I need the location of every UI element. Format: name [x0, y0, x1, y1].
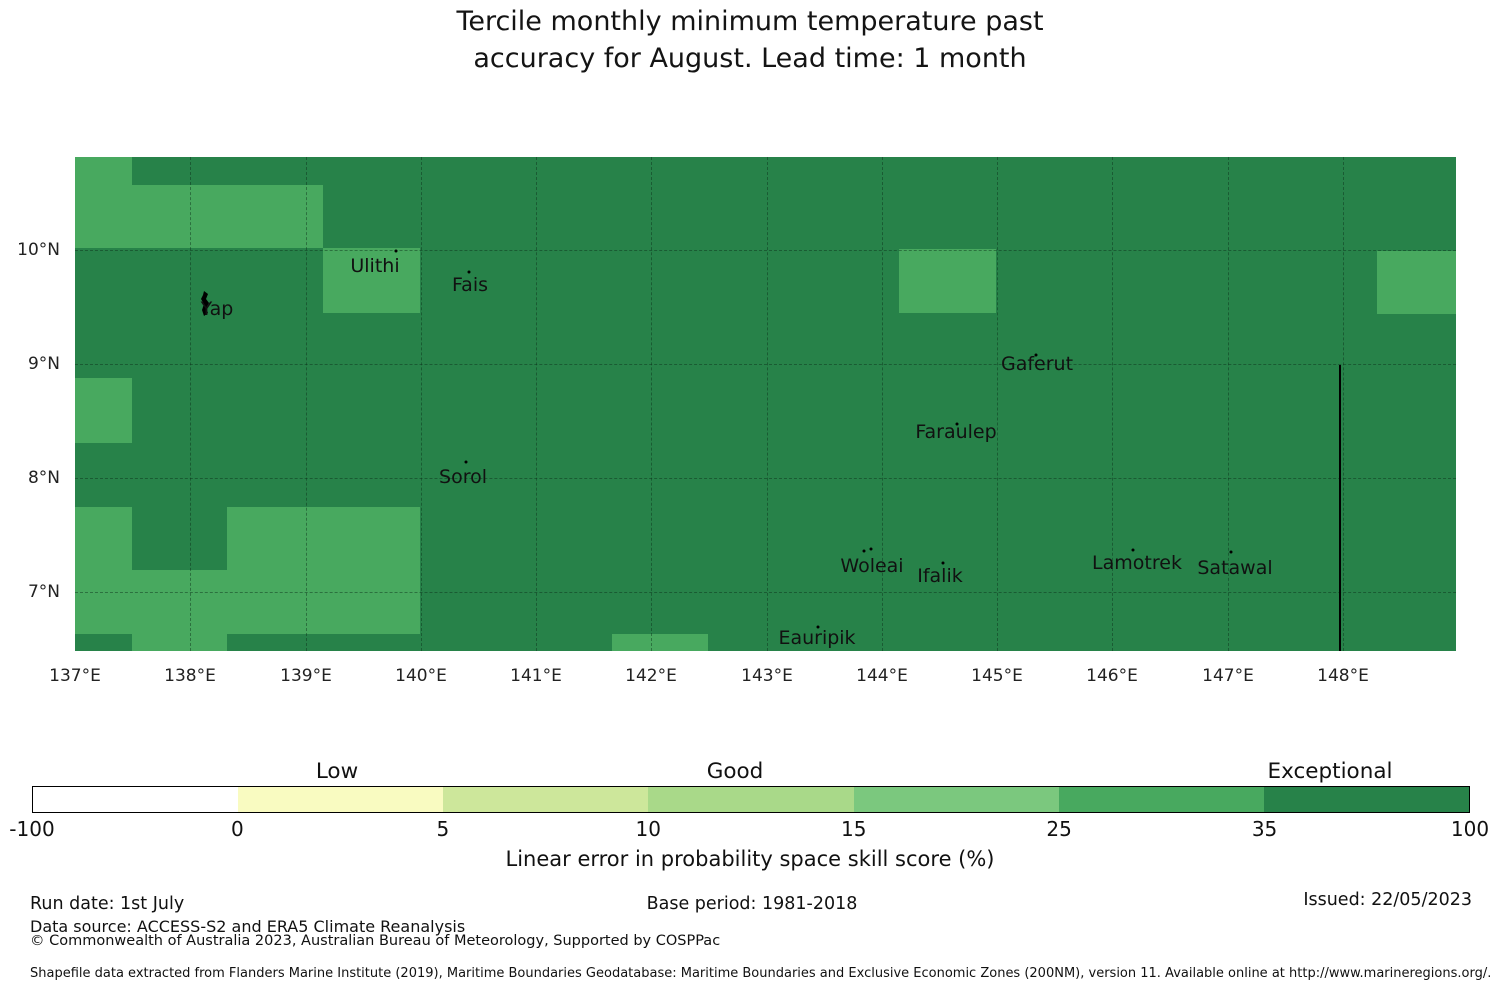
x-axis-tick-label: 138°E: [164, 666, 216, 686]
y-axis-tick-label: 7°N: [27, 582, 60, 602]
y-axis-tick-label: 8°N: [27, 468, 60, 488]
island-dot-sorol: [464, 460, 468, 464]
latitude-gridline: [75, 250, 1456, 251]
x-axis-tick-label: 140°E: [395, 666, 447, 686]
colorbar-category-label-good: Good: [706, 759, 764, 784]
map-cell-25-35: [227, 507, 420, 570]
shapefile-note-text: Shapefile data extracted from Flanders M…: [30, 966, 1492, 981]
colorbar-tick-label: 10: [635, 817, 662, 841]
island-label-gaferut: Gaferut: [1000, 353, 1074, 375]
map-cell-25-35: [612, 634, 708, 651]
data-source-text: Data source: ACCESS-S2 and ERA5 Climate …: [30, 917, 466, 936]
island-label-ulithi: Ulithi: [350, 255, 400, 277]
colorbar-segment-5to10: [443, 787, 649, 812]
eez-boundary-line: [1339, 365, 1341, 651]
x-axis-tick-label: 147°E: [1202, 666, 1254, 686]
longitude-gridline: [1343, 157, 1344, 651]
map-cell-25-35: [1377, 251, 1456, 314]
longitude-gridline: [997, 157, 998, 651]
colorbar-segment-0to5: [238, 787, 444, 812]
longitude-gridline: [421, 157, 422, 651]
colorbar-tick-label: -100: [9, 817, 55, 841]
colorbar-segment--100to0: [33, 787, 239, 812]
island-label-yap: Yap: [200, 298, 234, 320]
latitude-gridline: [75, 364, 1456, 365]
map-cell-25-35: [75, 378, 132, 443]
x-axis-tick-label: 143°E: [741, 666, 793, 686]
colorbar-category-label-low: Low: [315, 759, 359, 784]
map-cell-25-35: [132, 570, 420, 634]
island-label-faraulep: Faraulep: [915, 421, 997, 443]
x-axis-tick-label: 145°E: [971, 666, 1023, 686]
island-dot-fais: [467, 270, 471, 274]
longitude-gridline: [536, 157, 537, 651]
base-period-text: Base period: 1981-2018: [646, 894, 858, 914]
colorbar-tick-label: 5: [436, 817, 450, 841]
x-axis-tick-label: 144°E: [856, 666, 908, 686]
longitude-gridline: [1112, 157, 1113, 651]
island-label-ifalik: Ifalik: [917, 565, 963, 587]
colorbar-tick-label: 100: [1450, 817, 1490, 841]
colorbar-category-label-exceptional: Exceptional: [1267, 759, 1393, 784]
island-dot-eauripik: [816, 625, 820, 629]
map-plot-area: Ulithi Fais Yap Gaferut Faraulep Sorol Woleai I…: [75, 157, 1456, 651]
issued-date-text: Issued: 22/05/2023: [1303, 890, 1472, 910]
latitude-gridline: [75, 478, 1456, 479]
map-cell-25-35: [132, 634, 227, 651]
map-cell-25-35: [75, 157, 132, 185]
map-cell-25-35: [75, 507, 132, 634]
island-dot-faraulep: [955, 422, 959, 426]
y-axis-tick-label: 10°N: [17, 240, 60, 260]
island-dot-lamotrek: [1131, 548, 1135, 552]
x-axis-tick-label: 139°E: [280, 666, 332, 686]
island-label-eauripik: Eauripik: [778, 627, 856, 649]
copyright-text: © Commonwealth of Australia 2023, Austra…: [30, 933, 721, 949]
yap-island-shape: [201, 291, 209, 316]
map-cell-25-35: [75, 185, 323, 248]
map-cell-25-35: [899, 249, 996, 313]
run-date-text: Run date: 1st July: [30, 894, 185, 914]
map-cell-25-35: [323, 248, 420, 313]
colorbar: [32, 786, 1470, 813]
colorbar-segment-35to100: [1263, 787, 1469, 812]
x-axis-tick-label: 141°E: [510, 666, 562, 686]
island-dot-woleai: [869, 547, 873, 551]
chart-title: Tercile monthly minimum temperature past…: [456, 6, 1044, 74]
longitude-gridline: [651, 157, 652, 651]
x-axis-tick-label: 137°E: [49, 666, 101, 686]
island-label-lamotrek: Lamotrek: [1092, 552, 1182, 574]
island-dot-gaferut: [1034, 353, 1038, 357]
x-axis-tick-label: 142°E: [625, 666, 677, 686]
longitude-gridline: [882, 157, 883, 651]
colorbar-segment-25to35: [1058, 787, 1264, 812]
island-label-sorol: Sorol: [439, 466, 487, 488]
colorbar-tick-label: 0: [231, 817, 244, 841]
island-label-woleai: Woleai: [840, 555, 904, 577]
longitude-gridline: [767, 157, 768, 651]
island-label-fais: Fais: [451, 274, 489, 296]
island-dot-ifalik: [941, 561, 945, 565]
x-axis-tick-label: 146°E: [1086, 666, 1138, 686]
island-dot-woleai: [862, 549, 866, 553]
longitude-gridline: [306, 157, 307, 651]
island-dot-ulithi: [394, 249, 398, 253]
colorbar-segment-10to15: [648, 787, 854, 812]
x-axis-tick-label: 148°E: [1317, 666, 1369, 686]
island-dot-satawal: [1229, 550, 1233, 554]
y-axis-tick-label: 9°N: [27, 354, 60, 374]
colorbar-tick-label: 35: [1251, 817, 1278, 841]
colorbar-tick-label: 25: [1046, 817, 1072, 841]
colorbar-caption: Linear error in probability space skill …: [505, 847, 995, 871]
longitude-gridline: [1228, 157, 1229, 651]
longitude-gridline: [190, 157, 191, 651]
latitude-gridline: [75, 592, 1456, 593]
colorbar-segment-15to25: [853, 787, 1059, 812]
island-label-satawal: Satawal: [1197, 557, 1273, 579]
colorbar-tick-label: 15: [840, 817, 867, 841]
